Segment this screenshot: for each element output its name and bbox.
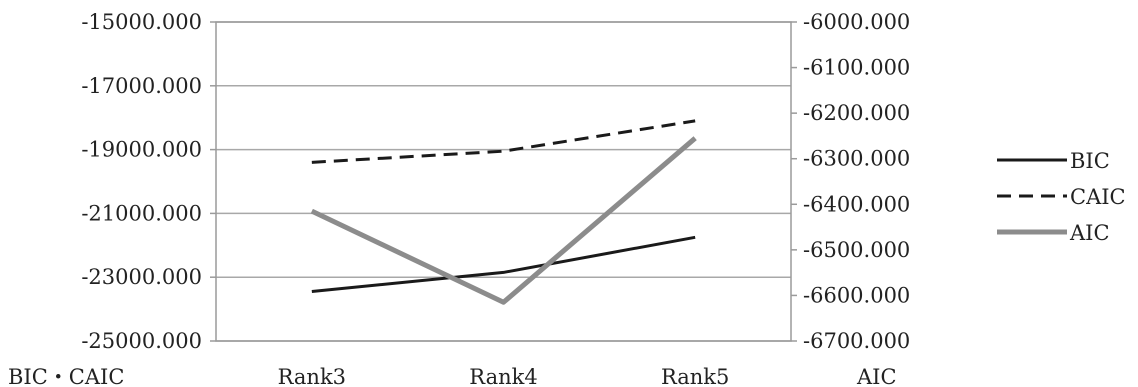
- right-tick-label-1: -6100.000: [803, 56, 910, 80]
- x-tick-label-0: Rank3: [278, 365, 346, 387]
- left-axis-title: BIC・CAIC: [8, 365, 124, 387]
- right-tick-label-3: -6300.000: [803, 147, 910, 171]
- x-tick-label-2: Rank5: [661, 365, 729, 387]
- series-lines: [310, 119, 697, 305]
- left-tick-label-2: -19000.000: [81, 138, 202, 162]
- x-axis-ticks: Rank3 Rank4 Rank5: [278, 365, 730, 387]
- left-tick-label-1: -17000.000: [81, 74, 202, 98]
- x-tick-label-1: Rank4: [469, 365, 537, 387]
- right-axis-title: AIC: [856, 365, 897, 387]
- left-tick-label-4: -23000.000: [81, 265, 202, 289]
- right-tick-label-2: -6200.000: [803, 101, 910, 125]
- left-tick-label-3: -21000.000: [81, 201, 202, 225]
- gridlines: [216, 21, 791, 342]
- right-tick-label-6: -6600.000: [803, 283, 910, 307]
- left-axis-ticks: -15000.000 -17000.000 -19000.000 -21000.000…: [81, 10, 216, 353]
- legend-label-aic: AIC: [1069, 221, 1110, 245]
- series-line-caic: [311, 119, 696, 164]
- right-axis-ticks: -6000.000 -6100.000 -6200.000 -6300.000 -640…: [791, 10, 910, 353]
- plot-frame: [215, 21, 792, 342]
- right-tick-label-0: -6000.000: [803, 10, 910, 34]
- right-tick-label-5: -6500.000: [803, 238, 910, 262]
- left-tick-label-5: -25000.000: [81, 329, 202, 353]
- legend-label-bic: BIC: [1070, 149, 1110, 173]
- legend-label-caic: CAIC: [1070, 185, 1126, 209]
- right-tick-label-4: -6400.000: [803, 192, 910, 216]
- left-tick-label-0: -15000.000: [81, 10, 202, 34]
- right-tick-label-7: -6700.000: [803, 329, 910, 353]
- legend: BIC CAIC AIC: [997, 149, 1126, 245]
- series-line-bic: [311, 235, 696, 294]
